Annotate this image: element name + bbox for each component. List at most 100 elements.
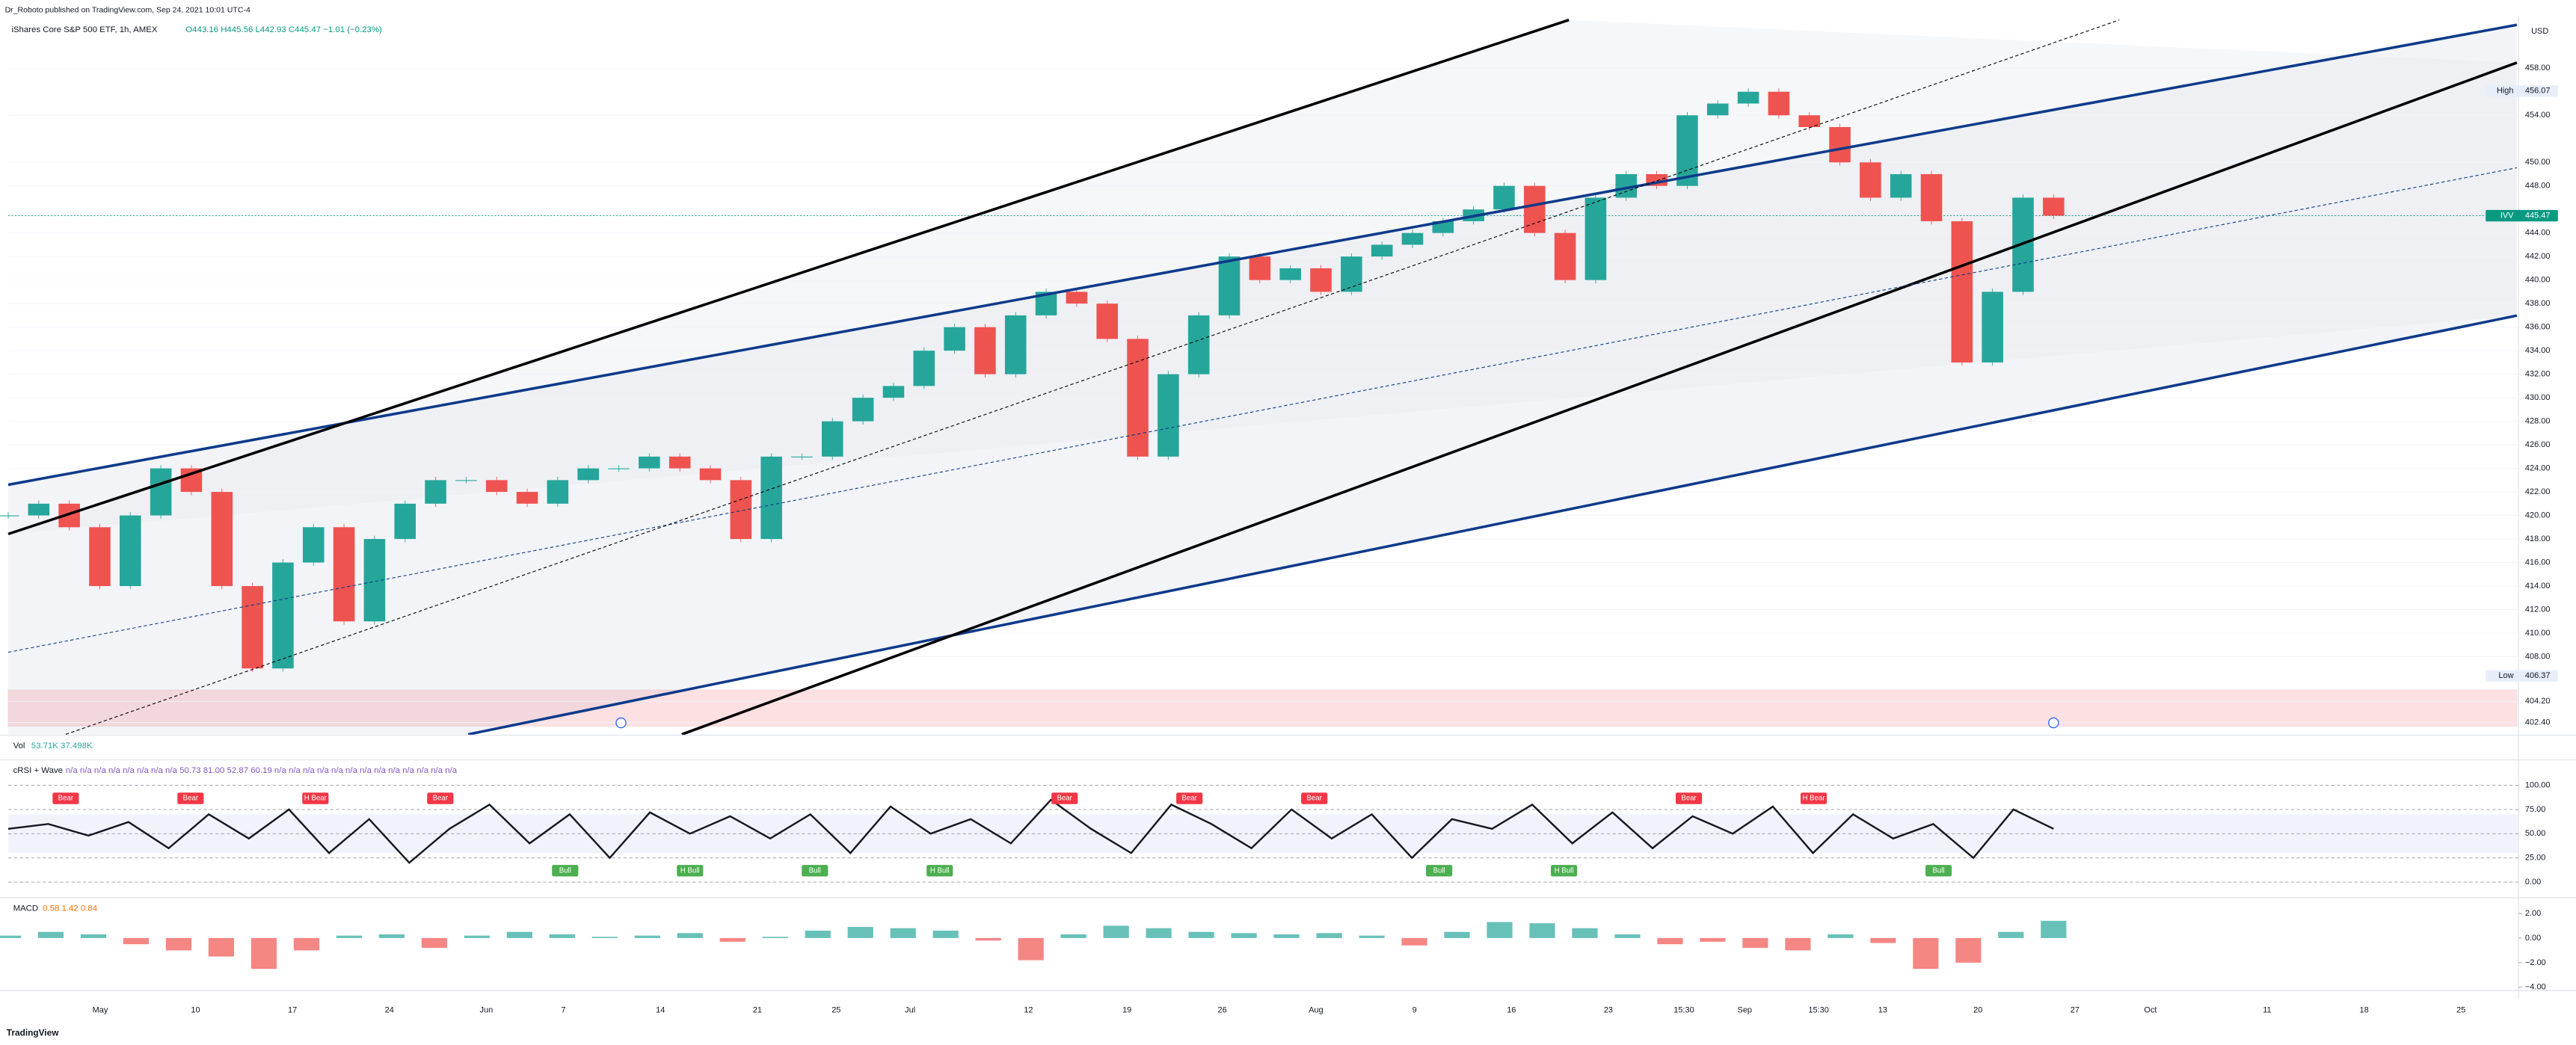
x-tick-label: 18: [2359, 1005, 2368, 1014]
y-tick-label: 0.00: [2525, 934, 2541, 943]
signal-bg: [52, 792, 79, 804]
y-tick-label: 50.00: [2525, 829, 2545, 838]
y-tick-label: 414.00: [2525, 582, 2551, 591]
y-tick-label: 410.00: [2525, 629, 2551, 638]
candle: [120, 515, 141, 587]
macd-bar: [37, 931, 64, 938]
footer: TradingView: [7, 1027, 59, 1038]
candles: [0, 88, 2065, 672]
macd-bar: [0, 935, 22, 938]
signal-bg: [802, 865, 829, 877]
candle: [1218, 256, 1241, 315]
signal-label: Bull: [809, 866, 821, 875]
candle: [1249, 256, 1271, 280]
signal-bg: [1676, 792, 1703, 804]
price-label-name: High: [2497, 87, 2514, 96]
y-tick-label: 442.00: [2525, 252, 2551, 261]
currency: USD: [2531, 27, 2548, 36]
x-tick-label: 25: [2456, 1005, 2465, 1014]
y-tick-label: −4.00: [2525, 983, 2546, 992]
signal-bg: [1051, 792, 1078, 804]
midline: [65, 19, 2120, 735]
macd-bar: [250, 937, 277, 970]
candle: [516, 492, 538, 504]
macd-bar: [165, 937, 192, 951]
candle: [699, 468, 722, 481]
macd-bar: [1273, 934, 1300, 938]
x-tick-label: Oct: [2144, 1005, 2157, 1014]
x-tick-label: 25: [831, 1005, 840, 1014]
candle: [668, 456, 691, 469]
price-label-name: IVV: [2500, 211, 2514, 220]
price-label-bg: [2486, 209, 2558, 222]
macd-bar: [1018, 937, 1044, 961]
candle: [913, 351, 935, 386]
signal-label: H Bear: [304, 795, 328, 803]
y-tick-label: 430.00: [2525, 393, 2551, 402]
candle: [0, 515, 19, 517]
y-tick-label: 448.00: [2525, 182, 2551, 191]
candle: [394, 503, 416, 540]
macd-bar: [293, 937, 319, 951]
y-tick-label: 416.00: [2525, 558, 2551, 567]
y-tick-label: 458.00: [2525, 64, 2551, 73]
candle: [302, 527, 325, 563]
macd-bar: [805, 931, 831, 938]
y-tick-label: 426.00: [2525, 440, 2551, 449]
crsi-line: [7, 798, 2054, 864]
y-tick-label: 438.00: [2525, 299, 2551, 308]
candle: [242, 586, 263, 669]
candle: [1066, 292, 1088, 304]
event-icon[interactable]: [615, 717, 627, 729]
candle: [1798, 115, 1821, 127]
signal-label: H Bull: [930, 866, 950, 875]
candle: [425, 480, 446, 504]
candle: [1341, 256, 1362, 292]
x-tick-label: 19: [1122, 1005, 1131, 1014]
y-tick-label: 428.00: [2525, 417, 2551, 426]
y-tick-label: 434.00: [2525, 346, 2551, 355]
macd-bar: [1188, 931, 1214, 938]
candle: [1310, 268, 1332, 292]
x-tick-label: 27: [2071, 1005, 2079, 1014]
price-label-bg: [2486, 84, 2558, 97]
macd-bar: [1487, 922, 1513, 938]
macd-bar: [1359, 935, 1385, 938]
candle: [1187, 315, 1210, 374]
y-tick-label: 444.00: [2525, 229, 2551, 238]
candle: [333, 527, 355, 622]
signal-label: Bull: [559, 866, 571, 875]
macd-bar: [762, 937, 788, 938]
candle: [1401, 232, 1424, 245]
candle: [1371, 244, 1393, 257]
price-label-value: 445.47: [2525, 211, 2551, 220]
signal-bg: [177, 792, 204, 804]
signal-bg: [926, 865, 953, 877]
macd-bar: [378, 934, 405, 938]
candle: [822, 421, 843, 457]
macd-bar: [1700, 937, 1726, 942]
macd-bar: [123, 937, 150, 945]
macd-bar: [80, 934, 107, 938]
candle: [1004, 315, 1027, 374]
macd-bar: [719, 937, 746, 942]
x-tick-label: 13: [1878, 1005, 1887, 1014]
y-tick-label: 418.00: [2525, 534, 2551, 543]
signal-bg: [1426, 865, 1453, 877]
macd-bar: [932, 931, 959, 938]
y-tick-label: 412.00: [2525, 605, 2551, 614]
macd-bar: [506, 931, 532, 938]
candle: [1676, 115, 1698, 186]
x-tick-label: 15:30: [1808, 1005, 1828, 1014]
x-tick-label: Jun: [479, 1005, 493, 1014]
candle: [1951, 221, 1973, 363]
trend-line: [681, 61, 2518, 736]
y-tick-label: 402.40: [2525, 718, 2551, 727]
event-icon[interactable]: [2048, 717, 2059, 729]
candle: [89, 527, 111, 587]
x-tick-label: May: [93, 1005, 108, 1014]
candle: [2043, 197, 2065, 216]
y-tick-label: 432.00: [2525, 370, 2551, 379]
signal-bg: [1551, 865, 1578, 877]
macd-values: 0.58 1.42 0.84: [43, 904, 98, 913]
